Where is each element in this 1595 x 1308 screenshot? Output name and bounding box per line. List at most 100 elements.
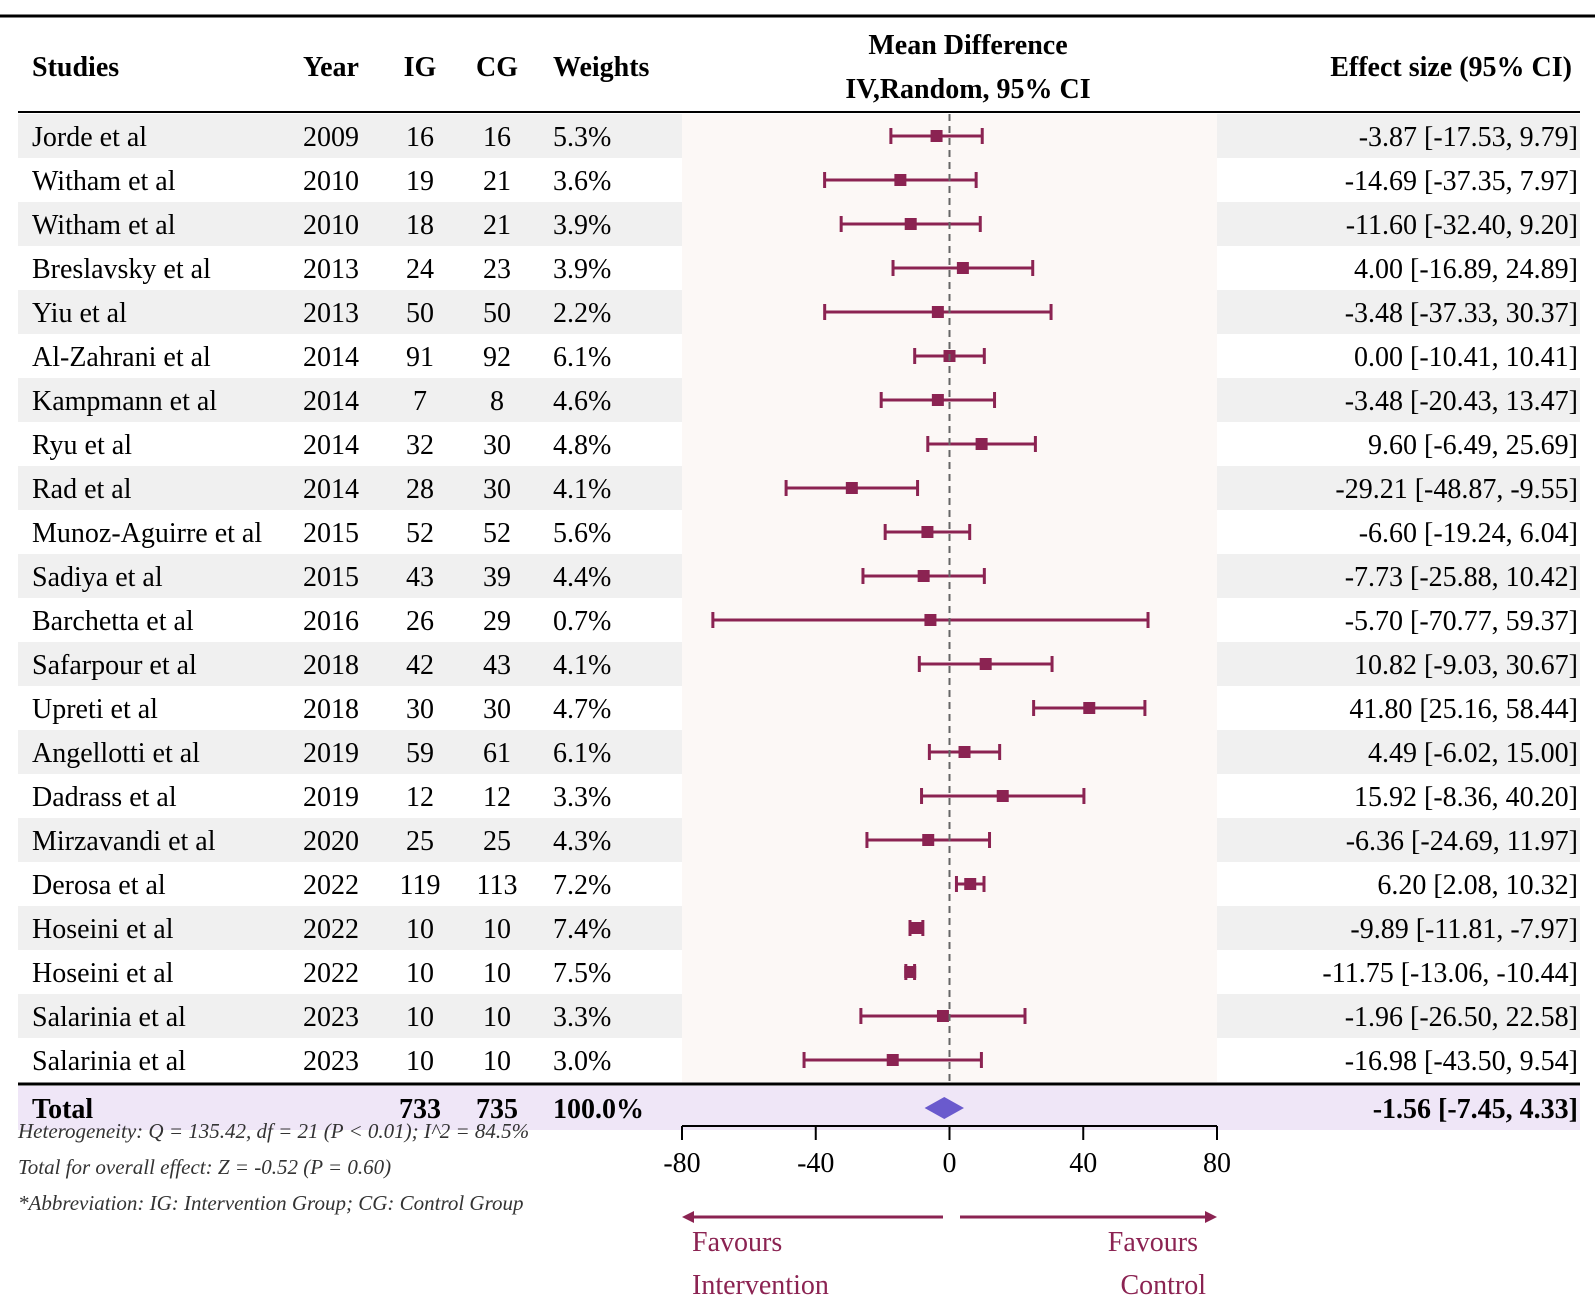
study-cg: 61: [483, 738, 511, 769]
point-estimate: [964, 878, 977, 890]
header-cg: CG: [476, 52, 518, 83]
study-effect-size: -6.36 [-24.69, 11.97]: [1346, 826, 1578, 857]
study-effect-size: -14.69 [-37.35, 7.97]: [1345, 166, 1578, 197]
study-weight: 4.1%: [553, 474, 611, 505]
study-weight: 4.7%: [553, 694, 611, 725]
study-year: 2013: [303, 298, 359, 329]
study-ig: 18: [406, 210, 434, 241]
study-year: 2015: [303, 518, 359, 549]
study-cg: 10: [483, 914, 511, 945]
row-stripe-left: [18, 202, 682, 246]
study-name: Derosa et al: [32, 870, 166, 901]
study-year: 2023: [303, 1046, 359, 1077]
study-ig: 59: [406, 738, 434, 769]
study-name: Munoz-Aguirre et al: [32, 518, 262, 549]
study-weight: 3.3%: [553, 1002, 611, 1033]
x-tick-label: -40: [797, 1148, 834, 1179]
point-estimate: [979, 658, 992, 670]
study-year: 2019: [303, 738, 359, 769]
total-band: [18, 1086, 1580, 1130]
study-effect-size: -29.21 [-48.87, -9.55]: [1335, 474, 1578, 505]
point-estimate: [917, 570, 930, 582]
study-name: Witham et al: [32, 210, 176, 241]
study-effect-size: -16.98 [-43.50, 9.54]: [1345, 1046, 1578, 1077]
study-cg: 52: [483, 518, 511, 549]
study-effect-size: -6.60 [-19.24, 6.04]: [1359, 518, 1578, 549]
point-estimate: [894, 174, 907, 186]
study-year: 2010: [303, 210, 359, 241]
study-effect-size: -7.73 [-25.88, 10.42]: [1345, 562, 1578, 593]
study-name: Sadiya et al: [32, 562, 163, 593]
study-cg: 30: [483, 474, 511, 505]
study-ig: 30: [406, 694, 434, 725]
study-cg: 30: [483, 430, 511, 461]
study-name: Dadrass et al: [32, 782, 177, 813]
study-name: Upreti et al: [32, 694, 158, 725]
header-effect-size: Effect size (95% CI): [1330, 52, 1572, 83]
study-cg: 21: [483, 166, 511, 197]
point-estimate: [886, 1054, 899, 1066]
row-stripe-right: [1217, 378, 1580, 422]
study-ig: 10: [406, 1046, 434, 1077]
study-ig: 24: [406, 254, 434, 285]
footnote: Heterogeneity: Q = 135.42, df = 21 (P < …: [17, 1119, 529, 1143]
favours-left-line2: Intervention: [692, 1270, 829, 1301]
study-name: Al-Zahrani et al: [32, 342, 211, 373]
row-stripe-right: [1217, 114, 1580, 158]
row-stripe-right: [1217, 554, 1580, 598]
study-weight: 3.6%: [553, 166, 611, 197]
study-name: Angellotti et al: [32, 738, 200, 769]
point-estimate: [930, 130, 943, 142]
study-ig: 10: [406, 914, 434, 945]
header-ig: IG: [404, 52, 437, 83]
total-weight: 100.0%: [553, 1094, 644, 1125]
study-name: Hoseini et al: [32, 914, 174, 945]
total-cg: 735: [476, 1094, 518, 1125]
study-cg: 50: [483, 298, 511, 329]
study-ig: 10: [406, 958, 434, 989]
study-name: Rad et al: [32, 474, 132, 505]
row-stripe-left: [18, 818, 682, 862]
study-effect-size: -3.87 [-17.53, 9.79]: [1359, 122, 1578, 153]
study-weight: 3.0%: [553, 1046, 611, 1077]
study-cg: 8: [490, 386, 504, 417]
study-effect-size: 9.60 [-6.49, 25.69]: [1368, 430, 1578, 461]
study-effect-size: -5.70 [-70.77, 59.37]: [1345, 606, 1578, 637]
study-weight: 0.7%: [553, 606, 611, 637]
point-estimate: [936, 1010, 949, 1022]
study-year: 2019: [303, 782, 359, 813]
study-cg: 30: [483, 694, 511, 725]
study-ig: 43: [406, 562, 434, 593]
study-effect-size: 15.92 [-8.36, 40.20]: [1354, 782, 1578, 813]
study-effect-size: 0.00 [-10.41, 10.41]: [1354, 342, 1578, 373]
study-ig: 10: [406, 1002, 434, 1033]
row-stripe-left: [18, 290, 682, 334]
point-estimate: [931, 394, 944, 406]
row-stripe-right: [1217, 290, 1580, 334]
header-md-line2: IV,Random, 95% CI: [845, 74, 1090, 105]
study-year: 2015: [303, 562, 359, 593]
study-year: 2016: [303, 606, 359, 637]
favours-left-arrowhead: [682, 1211, 694, 1223]
point-estimate: [996, 790, 1009, 802]
study-effect-size: 6.20 [2.08, 10.32]: [1377, 870, 1578, 901]
study-name: Yiu et al: [32, 298, 127, 329]
point-estimate: [910, 922, 923, 934]
study-effect-size: 4.49 [-6.02, 15.00]: [1368, 738, 1578, 769]
header-year: Year: [303, 52, 359, 83]
study-name: Breslavsky et al: [32, 254, 211, 285]
point-estimate: [845, 482, 858, 494]
study-year: 2020: [303, 826, 359, 857]
point-estimate: [931, 306, 944, 318]
study-year: 2018: [303, 694, 359, 725]
study-year: 2022: [303, 958, 359, 989]
study-name: Barchetta et al: [32, 606, 194, 637]
study-weight: 4.4%: [553, 562, 611, 593]
study-effect-size: -9.89 [-11.81, -7.97]: [1350, 914, 1578, 945]
x-tick-label: -80: [663, 1148, 700, 1179]
point-estimate: [924, 614, 937, 626]
point-estimate: [904, 966, 917, 978]
study-name: Kampmann et al: [32, 386, 217, 417]
favours-left-line1: Favours: [692, 1227, 782, 1258]
